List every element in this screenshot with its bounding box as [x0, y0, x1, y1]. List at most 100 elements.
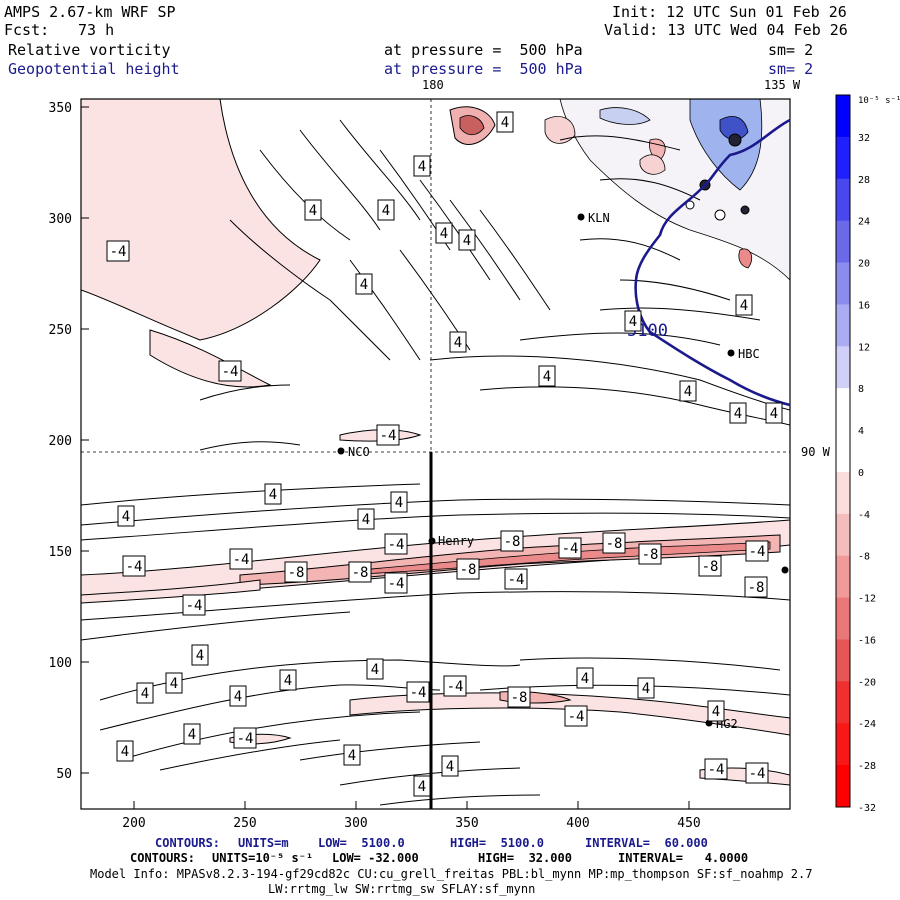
footer-model-info-2: LW:rrtmg_lw SW:rrtmg_sw SFLAY:sf_mynn — [268, 882, 536, 896]
colorbar-label: 32 — [858, 133, 870, 144]
contour-label-frame — [218, 360, 242, 382]
contour-label-text: 4 — [122, 509, 130, 525]
footer-model-info: Model Info: MPASv8.2.3-194-gf29cd82c CU:… — [90, 867, 813, 881]
contour-label-text: -8 — [748, 580, 765, 596]
contour-label-frame — [229, 685, 247, 707]
contour-label-frame — [304, 199, 322, 221]
colorbar-segment — [836, 136, 850, 180]
contour-label-box: -4 — [182, 594, 206, 616]
contour-label-frame — [744, 576, 768, 598]
contour-label-box: 4 — [165, 672, 183, 694]
contour-label-box: 4 — [191, 644, 209, 666]
contour-label-box: 4 — [707, 700, 725, 722]
contour-label-box: 4 — [136, 682, 154, 704]
contour-label-text: -4 — [237, 731, 254, 747]
contour-label-frame — [384, 572, 408, 594]
colorbar-label: -24 — [858, 719, 876, 730]
contour-label-frame — [355, 273, 373, 295]
contour-label-frame — [284, 561, 308, 583]
contour-label-text: 4 — [196, 648, 204, 664]
contour-label-text: 4 — [269, 487, 277, 503]
contour-label-box: 4 — [343, 744, 361, 766]
contour-label-frame — [449, 331, 467, 353]
colorbar-frame — [835, 94, 851, 808]
contour-label-text: 4 — [141, 686, 149, 702]
contour-label-frame — [765, 402, 783, 424]
footer-vort-high: HIGH= 32.000 — [478, 851, 572, 865]
contour-label-box: -4 — [376, 424, 400, 446]
contour-label-text: 4 — [170, 676, 178, 692]
model-title: AMPS 2.67-km WRF SP — [4, 3, 176, 21]
contour-label-text: 4 — [629, 314, 637, 330]
contour-label-box: -4 — [106, 240, 130, 262]
footer-vort-low: LOW= -32.000 — [332, 851, 419, 865]
contour-label-box: 4 — [449, 331, 467, 353]
contour-label-box: 4 — [116, 740, 134, 762]
contour-label-text: 4 — [770, 406, 778, 422]
contour-label-box: 4 — [377, 199, 395, 221]
colorbar-segment — [836, 95, 850, 138]
contour-label-box: -8 — [507, 686, 531, 708]
contour-label-box: -4 — [384, 533, 408, 555]
colorbar-label: 16 — [858, 300, 870, 311]
colorbar-label: 8 — [858, 384, 864, 395]
field1-pressure: at pressure = 500 hPa — [384, 41, 583, 59]
contour-label-text: -8 — [606, 536, 623, 552]
contour-label-text: -4 — [110, 244, 127, 260]
contour-labels: 4 4 4 4 4 4 -4 4 4 4 4 -4 4 4 4 4 -4 4 4 4 4 -4 -4 -4 -8 -4 -8 -8 -4… — [106, 111, 783, 797]
contour-label-text: 4 — [446, 759, 454, 775]
contour-label-frame — [704, 758, 728, 780]
contour-label-text: 4 — [712, 704, 720, 720]
contour-label-frame — [558, 537, 582, 559]
contour-label-frame — [729, 402, 747, 424]
colorbar-label: 12 — [858, 342, 870, 353]
contour-label-text: 4 — [121, 744, 129, 760]
colorbar-segment — [836, 639, 850, 682]
contour-label-frame — [538, 365, 556, 387]
colorbar-segment — [836, 597, 850, 640]
colorbar: 10⁻⁵ s⁻¹ 32 28 24 20 16 12 8 4 0 -4 -8 -12 -16 -20 -24 -… — [835, 94, 900, 814]
contour-label-box: -4 — [384, 572, 408, 594]
contour-label-box: -4 — [122, 555, 146, 577]
colorbar-label: 0 — [858, 468, 864, 479]
colorbar-segment — [836, 346, 850, 389]
contour-label-frame — [348, 561, 372, 583]
footer-height-label: CONTOURS: — [155, 836, 221, 850]
contour-label-box: 4 — [538, 365, 556, 387]
contour-label-frame — [745, 762, 769, 784]
y-tick-label: 250 — [49, 323, 72, 338]
contour-label-text: 4 — [463, 233, 471, 249]
station-dot-nco — [337, 447, 345, 455]
contour-label-text: -4 — [233, 552, 250, 568]
contour-label-box: -4 — [504, 568, 528, 590]
colorbar-segment — [836, 681, 850, 724]
contour-label-box: -8 — [638, 543, 662, 565]
contour-label-box: -8 — [348, 561, 372, 583]
x-tick-label: 250 — [233, 816, 256, 831]
contour-label-frame — [735, 294, 753, 316]
contour-label-box: 4 — [304, 199, 322, 221]
colorbar-label: 24 — [858, 217, 870, 228]
contour-label-box: 4 — [765, 402, 783, 424]
contour-label-box: -8 — [602, 532, 626, 554]
contour-label-frame — [638, 543, 662, 565]
x-tick-label: 450 — [677, 816, 700, 831]
contour-label-box: 4 — [441, 755, 459, 777]
contour-label-box: 4 — [390, 491, 408, 513]
contour-label-box: -4 — [564, 705, 588, 727]
colorbar-label: -28 — [858, 761, 876, 772]
contour-label-box: 4 — [366, 658, 384, 680]
contour-label-text: 4 — [501, 115, 509, 131]
station-label-kln: KLN — [588, 211, 610, 225]
contour-label-text: 4 — [362, 512, 370, 528]
contour-label-text: -8 — [702, 559, 719, 575]
footer-height-interval: INTERVAL= 60.000 — [585, 836, 708, 850]
contour-label-text: 4 — [234, 689, 242, 705]
field2-pressure: at pressure = 500 hPa — [384, 60, 583, 78]
contour-label-box: 4 — [679, 380, 697, 402]
contour-label-frame — [165, 672, 183, 694]
contour-label-box: -4 — [218, 360, 242, 382]
contour-label-frame — [233, 727, 257, 749]
contour-label-text: 4 — [642, 681, 650, 697]
contour-label-text: -4 — [749, 544, 766, 560]
